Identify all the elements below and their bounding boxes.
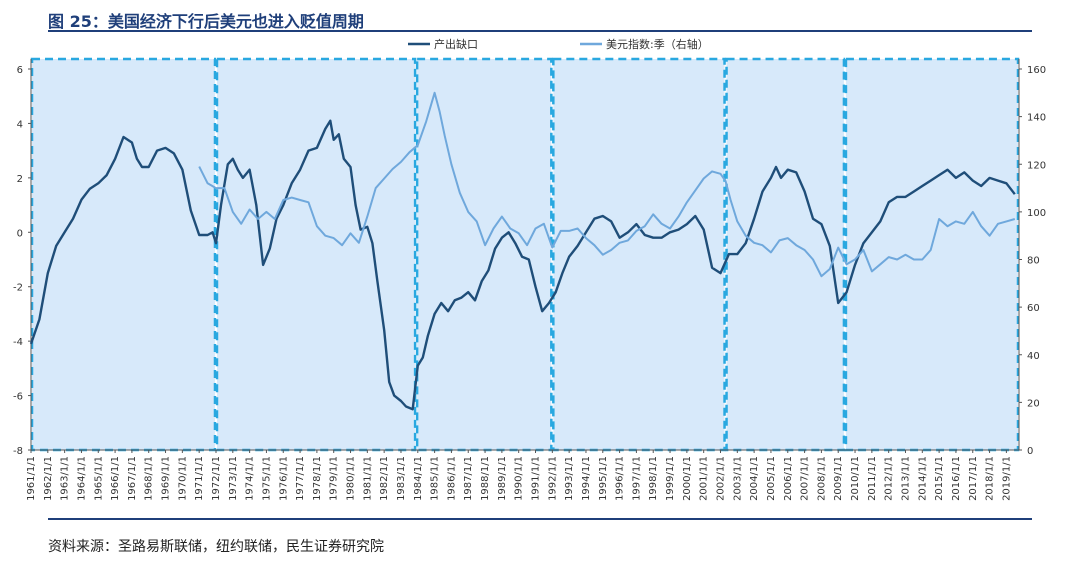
x-tick-label: 1984/1/1 (413, 456, 424, 501)
series-line-2 (198, 91, 1016, 278)
x-tick-label: 1961/1/1 (26, 456, 37, 501)
legend: 产出缺口 美元指数:季（右轴） (408, 37, 709, 51)
x-tick-label: 1978/1/1 (312, 456, 323, 501)
x-tick-label: 1990/1/1 (514, 456, 525, 501)
x-tick-label: 1994/1/1 (581, 456, 592, 501)
right-tick-label: 40 (1027, 351, 1040, 362)
x-tick-label: 1969/1/1 (161, 456, 172, 501)
x-tick-label: 2014/1/1 (917, 456, 928, 501)
x-tick-label: 1998/1/1 (648, 456, 659, 501)
x-tick-label: 1996/1/1 (615, 456, 626, 501)
period-box-4 (552, 57, 726, 452)
x-tick-label: 1965/1/1 (93, 456, 104, 501)
left-tick-label: -8 (13, 446, 23, 457)
right-tick-label: 20 (1027, 398, 1040, 409)
right-tick-label: 120 (1027, 160, 1046, 171)
x-tick-label: 1993/1/1 (564, 456, 575, 501)
left-tick-label: 2 (17, 174, 23, 185)
x-tick-label: 2011/1/1 (867, 456, 878, 501)
x-tick-label: 2019/1/1 (1001, 456, 1012, 501)
series-lines (29, 91, 1016, 411)
x-tick-label: 1974/1/1 (245, 456, 256, 501)
x-tick-label: 1999/1/1 (665, 456, 676, 501)
x-tick-label: 2001/1/1 (699, 456, 710, 501)
period-box-5 (725, 57, 846, 452)
x-tick-label: 1995/1/1 (598, 456, 609, 501)
series-line-1 (29, 119, 1016, 411)
x-tick-label: 1985/1/1 (430, 456, 441, 501)
x-tick-label: 2007/1/1 (800, 456, 811, 501)
x-tick-label: 1977/1/1 (295, 456, 306, 501)
x-tick-label: 1997/1/1 (631, 456, 642, 501)
x-tick-label: 2009/1/1 (833, 456, 844, 501)
x-tick-label: 1963/1/1 (60, 456, 71, 501)
left-tick-label: -2 (13, 283, 23, 294)
left-tick-label: 0 (17, 228, 23, 239)
right-tick-label: 0 (1027, 446, 1033, 457)
right-tick-label: 160 (1027, 65, 1046, 76)
page-title: 图 25：美国经济下行后美元也进入贬值周期 (48, 12, 364, 31)
x-tick-label: 1967/1/1 (127, 456, 138, 501)
source-note: 资料来源：圣路易斯联储，纽约联储，民生证券研究院 (48, 539, 384, 555)
x-tick-label: 2002/1/1 (715, 456, 726, 501)
right-tick-label: 140 (1027, 113, 1046, 124)
x-tick-label: 2004/1/1 (749, 456, 760, 501)
right-tick-label: 60 (1027, 303, 1040, 314)
x-tick-label: 2017/1/1 (968, 456, 979, 501)
x-tick-label: 1971/1/1 (194, 456, 205, 501)
x-tick-label: 1982/1/1 (379, 456, 390, 501)
x-tick-label: 1970/1/1 (177, 456, 188, 501)
x-tick-label: 1976/1/1 (278, 456, 289, 501)
x-tick-label: 2015/1/1 (934, 456, 945, 501)
x-tick-label: 1975/1/1 (261, 456, 272, 501)
x-tick-label: 1989/1/1 (497, 456, 508, 501)
x-tick-label: 1962/1/1 (43, 456, 54, 501)
right-tick-label: 80 (1027, 256, 1040, 267)
x-tick-label: 2010/1/1 (850, 456, 861, 501)
title-divider (48, 30, 1032, 32)
x-tick-label: 2000/1/1 (682, 456, 693, 501)
x-tick-label: 1987/1/1 (463, 456, 474, 501)
x-tick-label: 1983/1/1 (396, 456, 407, 501)
period-box-6 (844, 57, 1020, 452)
x-tick-label: 2008/1/1 (816, 456, 827, 501)
period-box-2 (215, 57, 417, 452)
x-tick-label: 1968/1/1 (144, 456, 155, 501)
x-tick-label: 2003/1/1 (732, 456, 743, 501)
period-shading (30, 57, 1020, 452)
x-tick-label: 1979/1/1 (329, 456, 340, 501)
left-tick-label: 6 (17, 65, 23, 76)
x-tick-label: 2018/1/1 (985, 456, 996, 501)
left-tick-label: -6 (13, 392, 23, 403)
period-box-1 (30, 57, 217, 452)
x-tick-label: 2013/1/1 (900, 456, 911, 501)
left-tick-label: -4 (13, 337, 23, 348)
x-tick-label: 1992/1/1 (547, 456, 558, 501)
right-tick-label: 100 (1027, 208, 1046, 219)
x-tick-label: 1986/1/1 (446, 456, 457, 501)
axes: 6420-2-4-6-81601401201008060402001961/1/… (13, 59, 1046, 501)
x-tick-label: 1964/1/1 (76, 456, 87, 501)
x-tick-label: 1988/1/1 (480, 456, 491, 501)
x-tick-label: 2006/1/1 (783, 456, 794, 501)
x-tick-label: 2005/1/1 (766, 456, 777, 501)
x-tick-label: 1980/1/1 (346, 456, 357, 501)
source-divider (48, 518, 1032, 520)
period-box-3 (415, 57, 553, 452)
x-tick-label: 1991/1/1 (531, 456, 542, 501)
x-tick-label: 1966/1/1 (110, 456, 121, 501)
x-tick-label: 1973/1/1 (228, 456, 239, 501)
x-tick-label: 1972/1/1 (211, 456, 222, 501)
x-tick-label: 2016/1/1 (951, 456, 962, 501)
x-tick-label: 1981/1/1 (362, 456, 373, 501)
left-tick-label: 4 (17, 119, 23, 130)
legend-entry: 美元指数:季（右轴） (606, 37, 709, 51)
legend-entry: 产出缺口 (434, 37, 478, 51)
x-tick-label: 2012/1/1 (884, 456, 895, 501)
